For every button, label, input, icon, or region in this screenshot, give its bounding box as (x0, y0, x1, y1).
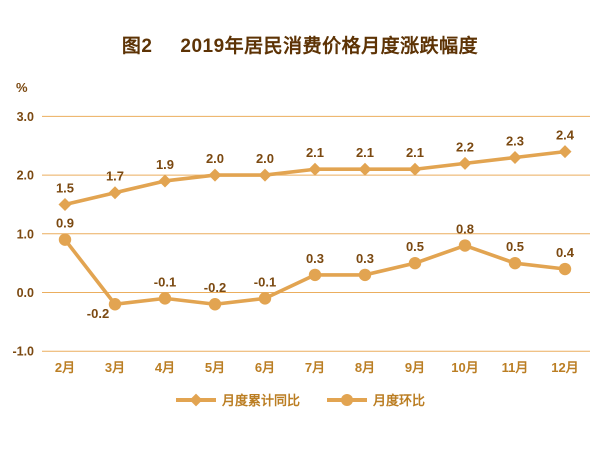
x-tick-label: 3月 (105, 360, 125, 375)
data-label: 2.2 (456, 139, 474, 154)
marker-circle (358, 268, 372, 282)
data-label: -0.2 (204, 280, 226, 295)
data-label: -0.1 (154, 274, 176, 289)
y-tick-label: 1.0 (17, 227, 34, 241)
marker-diamond (558, 145, 572, 159)
legend-item-cumulative-yoy: 月度累计同比 (175, 390, 300, 409)
x-tick-label: 4月 (155, 360, 175, 375)
data-label: -0.1 (254, 274, 276, 289)
data-label: 0.9 (56, 216, 74, 231)
data-label: 2.3 (506, 133, 524, 148)
data-label: 2.1 (306, 145, 324, 160)
marker-circle (108, 298, 122, 311)
marker-circle (258, 292, 272, 305)
data-label: 2.1 (406, 145, 424, 160)
marker-circle (458, 239, 472, 252)
y-tick-label: 2.0 (17, 169, 34, 183)
marker-diamond (258, 168, 272, 182)
data-label: 1.5 (56, 180, 74, 195)
marker-circle (58, 233, 72, 246)
x-tick-label: 9月 (405, 360, 425, 375)
data-label: 2.0 (256, 151, 274, 166)
data-label: 0.3 (356, 251, 374, 266)
marker-diamond (508, 150, 522, 164)
marker-diamond (358, 162, 372, 176)
y-tick-label: -1.0 (12, 345, 34, 359)
marker-diamond (458, 156, 472, 170)
marker-circle (308, 268, 322, 282)
data-label: 0.4 (556, 245, 575, 260)
marker-circle (558, 262, 572, 276)
x-tick-label: 12月 (551, 360, 578, 375)
x-tick-label: 6月 (255, 360, 275, 375)
data-label: 1.9 (156, 157, 174, 172)
x-tick-label: 2月 (55, 360, 75, 375)
marker-circle (208, 298, 222, 311)
marker-diamond (108, 186, 122, 200)
figure-number: 图2 (121, 36, 153, 57)
legend-label-cumulative-yoy: 月度累计同比 (221, 393, 300, 408)
chart-title: 图2 2019年居民消费价格月度涨跌幅度 (0, 31, 600, 58)
marker-diamond (208, 168, 222, 182)
x-tick-label: 11月 (502, 360, 529, 375)
data-label: 1.7 (106, 169, 124, 184)
data-label: 0.5 (406, 239, 424, 254)
legend-label-mom: 月度环比 (373, 393, 426, 408)
x-tick-label: 8月 (355, 360, 375, 375)
x-tick-label: 5月 (205, 360, 225, 375)
marker-circle (158, 292, 172, 305)
diamond-line-legend-icon (175, 393, 216, 406)
data-label: 2.0 (206, 151, 224, 166)
data-label: 0.5 (506, 239, 524, 254)
y-tick-label: 0.0 (17, 286, 34, 300)
data-label: 0.3 (306, 251, 324, 266)
data-label: -0.2 (87, 306, 109, 321)
y-axis-unit-label: % (16, 80, 28, 95)
chart-title-text: 2019年居民消费价格月度涨跌幅度 (180, 36, 479, 57)
circle-line-legend-icon (327, 393, 367, 406)
marker-diamond (308, 162, 322, 176)
marker-circle (408, 256, 422, 270)
marker-diamond (158, 174, 172, 188)
x-tick-label: 10月 (451, 360, 478, 375)
chart-legend: 月度累计同比 月度环比 (0, 390, 600, 409)
x-tick-label: 7月 (305, 360, 325, 375)
data-label: 2.1 (356, 145, 374, 160)
legend-item-mom: 月度环比 (326, 390, 425, 409)
marker-diamond (408, 162, 422, 176)
data-label: 0.8 (456, 222, 474, 237)
y-tick-label: 3.0 (17, 110, 34, 124)
marker-circle (508, 256, 522, 270)
marker-diamond (58, 197, 72, 211)
data-label: 2.4 (556, 128, 575, 143)
